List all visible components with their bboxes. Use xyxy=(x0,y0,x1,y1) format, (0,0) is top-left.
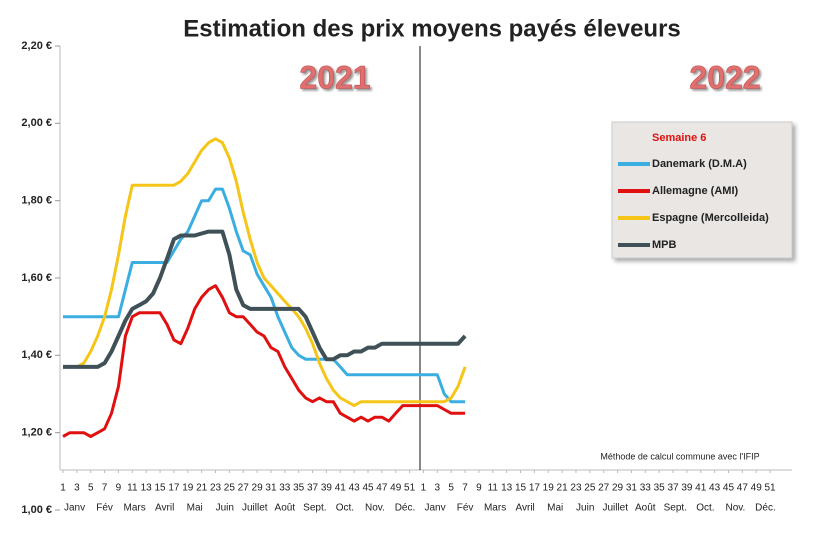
x-tick-label: 9 xyxy=(476,483,482,494)
y-tick-label: 1,80 € xyxy=(21,195,52,207)
month-label: Mars xyxy=(484,503,506,514)
x-tick-label: 3 xyxy=(74,483,80,494)
month-label: Fév xyxy=(457,503,474,514)
legend: Semaine 6 Danemark (D.M.A) Allemagne (AMI)… xyxy=(611,121,793,259)
month-label: Janv xyxy=(64,503,85,514)
x-tick-label: 21 xyxy=(196,483,208,494)
x-tick-label: 15 xyxy=(515,483,527,494)
month-label: Oct. xyxy=(696,503,714,514)
x-tick-label: 37 xyxy=(667,483,679,494)
y-tick-label: 2,00 € xyxy=(21,117,52,129)
month-label: Fév xyxy=(96,503,113,514)
x-tick-label: 37 xyxy=(307,483,319,494)
x-tick-label: 3 xyxy=(435,483,441,494)
month-label: Oct. xyxy=(336,503,354,514)
x-tick-label: 35 xyxy=(654,483,666,494)
month-label: Avril xyxy=(516,503,535,514)
x-tick-label: 49 xyxy=(390,483,402,494)
legend-label: Allemagne (AMI) xyxy=(652,185,739,197)
x-tick-label: 19 xyxy=(543,483,555,494)
month-label: Mars xyxy=(124,503,146,514)
month-label: Déc. xyxy=(395,503,416,514)
month-label: Juin xyxy=(216,503,234,514)
x-tick-label: 43 xyxy=(349,483,361,494)
x-tick-label: 15 xyxy=(154,483,166,494)
footnote: Méthode de calcul commune avec l'IFIP xyxy=(600,451,759,461)
x-tick-label: 23 xyxy=(570,483,582,494)
x-tick-label: 47 xyxy=(737,483,749,494)
x-tick-label: 31 xyxy=(265,483,277,494)
month-label: Juillet xyxy=(602,503,628,514)
x-tick-label: 17 xyxy=(529,483,541,494)
month-label: Déc. xyxy=(755,503,776,514)
x-tick-label: 21 xyxy=(557,483,569,494)
month-label: Mai xyxy=(547,503,563,514)
x-tick-label: 11 xyxy=(127,483,138,494)
chart-title: Estimation des prix moyens payés éleveur… xyxy=(183,15,681,42)
month-label: Mai xyxy=(187,503,203,514)
x-tick-label: 39 xyxy=(321,483,333,494)
x-tick-label: 11 xyxy=(488,483,499,494)
x-tick-label: 5 xyxy=(448,483,454,494)
series-line xyxy=(62,284,466,438)
x-tick-label: 27 xyxy=(598,483,610,494)
x-tick-label: 19 xyxy=(182,483,194,494)
month-label: Juin xyxy=(576,503,594,514)
y-tick-label: 2,20 € xyxy=(21,40,52,52)
month-label: Nov. xyxy=(365,503,385,514)
x-tick-label: 7 xyxy=(462,483,468,494)
x-tick-label: 51 xyxy=(765,483,777,494)
x-tick-label: 35 xyxy=(293,483,305,494)
month-label: Sept. xyxy=(664,503,687,514)
year-label: 2021 xyxy=(299,59,370,95)
x-tick-label: 31 xyxy=(626,483,638,494)
x-tick-label: 51 xyxy=(404,483,416,494)
x-tick-label: 13 xyxy=(501,483,513,494)
x-tick-label: 45 xyxy=(723,483,735,494)
month-label: Sept. xyxy=(303,503,326,514)
x-tick-label: 41 xyxy=(335,483,347,494)
x-tick-label: 33 xyxy=(640,483,652,494)
month-label: Avril xyxy=(155,503,174,514)
y-tick-label: 1,20 € xyxy=(21,427,52,439)
y-tick-label: 1,60 € xyxy=(21,272,52,284)
series-line xyxy=(63,187,466,404)
x-tick-label: 25 xyxy=(584,483,596,494)
series-line xyxy=(63,137,467,408)
legend-title: Semaine 6 xyxy=(652,132,706,144)
x-tick-label: 49 xyxy=(751,483,763,494)
x-tick-label: 39 xyxy=(681,483,693,494)
x-tick-label: 9 xyxy=(116,483,122,494)
legend-label: Espagne (Mercolleida) xyxy=(652,212,769,224)
month-label: Août xyxy=(275,503,296,514)
series-line xyxy=(63,229,467,369)
x-tick-label: 29 xyxy=(252,483,264,494)
x-tick-label: 27 xyxy=(238,483,250,494)
x-tick-label: 47 xyxy=(376,483,388,494)
year-label: 2022 xyxy=(689,59,760,95)
x-tick-label: 5 xyxy=(88,483,94,494)
x-tick-label: 1 xyxy=(60,483,66,494)
y-tick-label: 1,40 € xyxy=(21,349,52,361)
month-label: Janv xyxy=(424,503,445,514)
x-tick-label: 41 xyxy=(695,483,707,494)
x-tick-label: 7 xyxy=(102,483,108,494)
x-tick-label: 43 xyxy=(709,483,721,494)
x-tick-label: 17 xyxy=(168,483,180,494)
x-tick-label: 29 xyxy=(612,483,624,494)
month-label: Août xyxy=(635,503,656,514)
y-tick-label: 1,00 € xyxy=(21,504,52,516)
month-label: Nov. xyxy=(725,503,745,514)
month-label: Juillet xyxy=(242,503,268,514)
x-tick-label: 33 xyxy=(279,483,291,494)
legend-label: Danemark (D.M.A) xyxy=(652,158,747,170)
x-tick-label: 45 xyxy=(362,483,374,494)
legend-label: MPB xyxy=(652,239,677,251)
x-tick-label: 1 xyxy=(421,483,427,494)
x-tick-label: 25 xyxy=(224,483,236,494)
x-tick-label: 23 xyxy=(210,483,222,494)
x-tick-label: 13 xyxy=(141,483,153,494)
